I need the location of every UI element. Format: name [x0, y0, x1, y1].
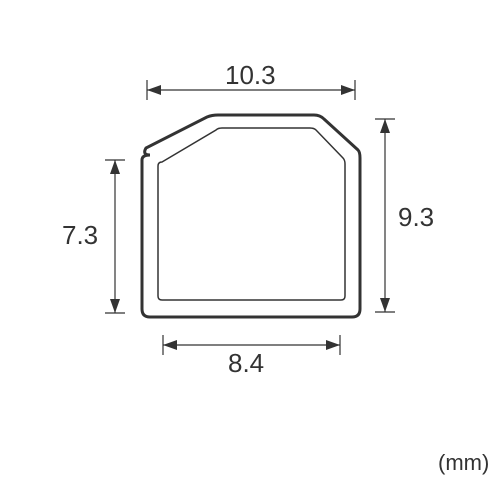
dim-top-width-value: 10.3 — [225, 62, 276, 88]
dim-left-height-value: 7.3 — [62, 222, 98, 248]
dim-left-height — [105, 160, 125, 313]
dim-bottom-width-value: 8.4 — [228, 350, 264, 376]
dim-right-height — [375, 119, 395, 312]
unit-label: (mm) — [438, 450, 489, 476]
dim-right-height-value: 9.3 — [398, 204, 434, 230]
diagram-canvas: 10.3 8.4 7.3 9.3 (mm) — [0, 0, 500, 500]
